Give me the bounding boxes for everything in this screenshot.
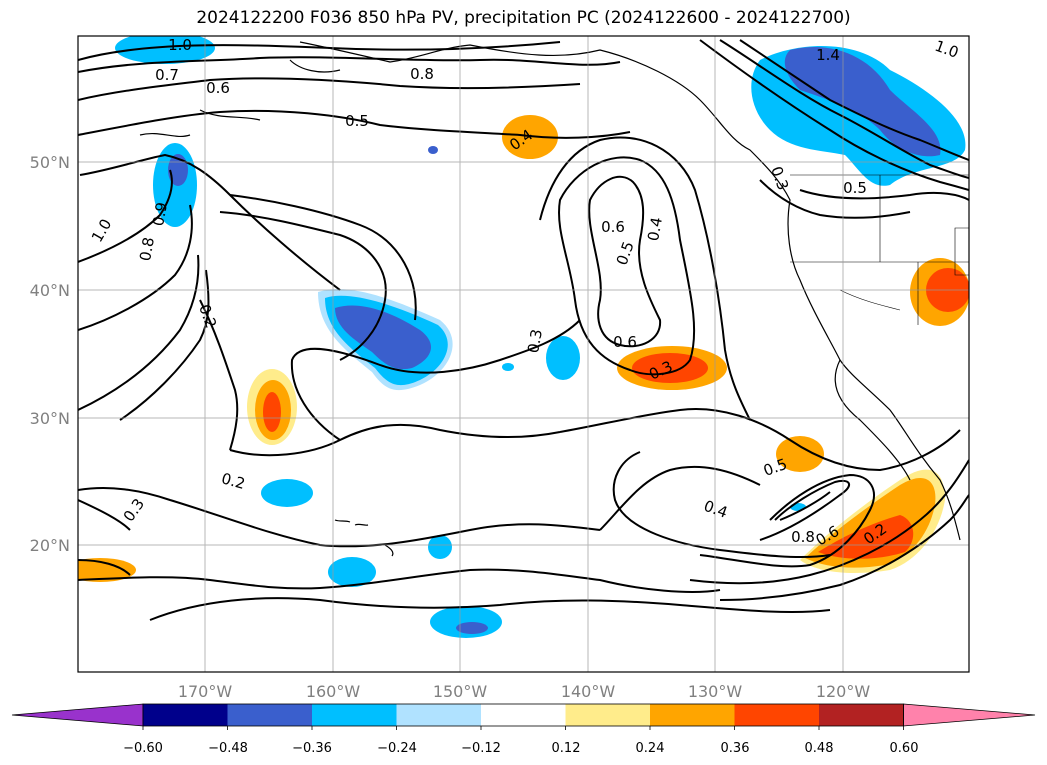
- contour-label: 0.5: [843, 179, 867, 197]
- colorbar-tick-label: −0.60: [123, 741, 163, 756]
- colorbar-segment: [734, 704, 820, 726]
- colorbar-segment: [227, 704, 313, 726]
- colorbar-extend-min: [11, 703, 144, 727]
- contour-label: 0.6: [206, 79, 230, 97]
- contour-label: 0.8: [791, 528, 815, 546]
- colorbar-tick-label: −0.36: [292, 741, 332, 756]
- colorbar-tick-label: 0.60: [890, 741, 919, 756]
- lon-label: 120°W: [816, 682, 871, 701]
- graticule: [78, 36, 969, 672]
- contour-label: 1.4: [816, 46, 840, 64]
- precip-negative-shading: [115, 36, 966, 638]
- colorbar-segment: [396, 704, 482, 726]
- lon-label: 150°W: [433, 682, 488, 701]
- colorbar: [11, 703, 1036, 730]
- contour-label: 0.4: [644, 216, 666, 243]
- pv-contours: [78, 39, 969, 621]
- contour-label: 0.3: [524, 328, 546, 355]
- colorbar-tick-label: 0.48: [805, 741, 834, 756]
- colorbar-extend-max: [903, 703, 1036, 727]
- colorbar-segment: [650, 704, 735, 726]
- contour-label: 0.8: [136, 236, 158, 263]
- contour-label: 0.9: [149, 201, 171, 228]
- colorbar-segment: [481, 704, 566, 726]
- map-title: 2024122200 F036 850 hPa PV, precipitatio…: [196, 8, 851, 28]
- contour-label: 0.6: [601, 218, 625, 236]
- borders: [790, 174, 969, 325]
- colorbar-segment: [565, 704, 651, 726]
- lon-label: 140°W: [561, 682, 616, 701]
- lon-label: 170°W: [178, 682, 233, 701]
- contour-label: 1.0: [168, 36, 192, 54]
- contour-label: 0.7: [155, 66, 179, 84]
- colorbar-segment: [819, 704, 904, 726]
- colorbar-tick-label: −0.12: [461, 741, 501, 756]
- colorbar-ticks: −0.60 −0.48 −0.36 −0.24 −0.12 0.12 0.24 …: [123, 741, 918, 756]
- lat-labels: 50°N 40°N 30°N 20°N: [30, 153, 70, 555]
- colorbar-tick-label: −0.24: [377, 741, 417, 756]
- contour-label: 0.6: [613, 333, 637, 351]
- lat-label: 20°N: [30, 536, 70, 555]
- lat-label: 30°N: [30, 409, 70, 428]
- map-frame: [77, 35, 970, 673]
- lon-labels: 170°W 160°W 150°W 140°W 130°W 120°W: [178, 682, 871, 701]
- lat-label: 40°N: [30, 281, 70, 300]
- colorbar-tick-label: 0.24: [636, 741, 665, 756]
- colorbar-tick-label: 0.36: [721, 741, 750, 756]
- contour-label: 0.8: [410, 65, 434, 83]
- contour-label: 0.2: [219, 469, 247, 493]
- lat-label: 50°N: [30, 153, 70, 172]
- colorbar-segment: [143, 704, 228, 726]
- lon-label: 160°W: [306, 682, 361, 701]
- contour-label: 0.5: [345, 112, 369, 130]
- lon-label: 130°W: [688, 682, 743, 701]
- colorbar-segment: [312, 704, 397, 726]
- coastlines: [139, 41, 961, 557]
- colorbar-tick-label: 0.12: [552, 741, 581, 756]
- colorbar-tick-label: −0.48: [208, 741, 248, 756]
- colorbar-outline: [142, 703, 904, 727]
